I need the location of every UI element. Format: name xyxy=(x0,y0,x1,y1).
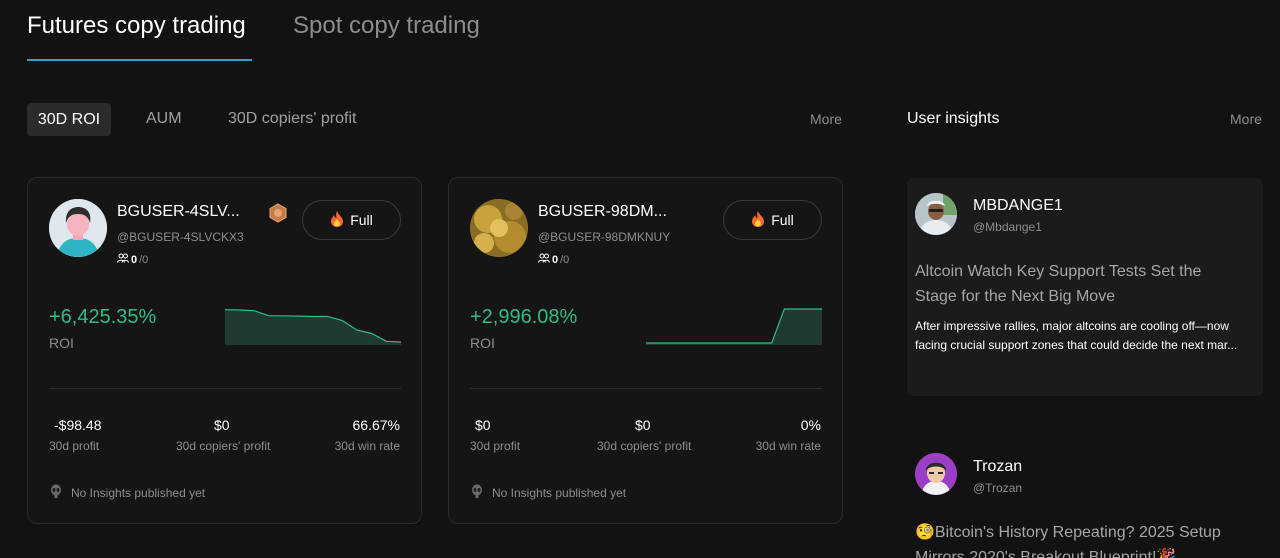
post-user-name[interactable]: MBDANGE1 xyxy=(973,197,1063,214)
no-insights-note: No Insights published yet xyxy=(470,484,626,501)
trader-handle: @BGUSER-4SLVCKX3 xyxy=(117,230,244,244)
stat-copiers-profit-value: $0 xyxy=(214,417,230,433)
post-title[interactable]: Altcoin Watch Key Support Tests Set the … xyxy=(915,263,1202,305)
roi-value: +6,425.35% xyxy=(49,306,157,328)
user-insights-title: User insights xyxy=(907,110,1000,127)
users-icon xyxy=(538,253,550,266)
stat-win-rate-label: 30d win rate xyxy=(334,439,400,453)
stat-copiers-profit-label: 30d copiers' profit xyxy=(176,439,271,453)
post-user-avatar[interactable] xyxy=(915,193,957,235)
tab-spot-copy-trading[interactable]: Spot copy trading xyxy=(293,12,480,39)
trader-avatar[interactable] xyxy=(470,199,528,257)
sparkline-line xyxy=(646,308,822,344)
roi-sparkline xyxy=(225,309,401,345)
stat-30d-profit-value: -$98.48 xyxy=(54,417,102,433)
stat-30d-profit-value: $0 xyxy=(475,417,491,433)
insights-more-link[interactable]: More xyxy=(1230,111,1262,127)
trader-handle: @BGUSER-98DMKNUY xyxy=(538,230,671,244)
trader-card[interactable]: BGUSER-4SLV... @BGUSER-4SLVCKX3 0/0 Full… xyxy=(27,177,422,524)
post-title[interactable]: 🧐Bitcoin's History Repeating? 2025 Setup… xyxy=(915,524,1221,558)
stat-win-rate-label: 30d win rate xyxy=(755,439,821,453)
alien-icon xyxy=(470,484,484,501)
stat-copiers-profit-value: $0 xyxy=(635,417,651,433)
trader-card[interactable]: BGUSER-98DM... @BGUSER-98DMKNUY 0/0 Full… xyxy=(448,177,843,524)
stat-win-rate-value: 0% xyxy=(800,417,821,433)
sparkline-area xyxy=(646,309,822,345)
stat-30d-profit-label: 30d profit xyxy=(49,439,100,453)
bronze-medal-icon xyxy=(268,203,288,228)
full-button[interactable]: Full xyxy=(723,200,822,240)
card-divider xyxy=(49,388,401,389)
full-button[interactable]: Full xyxy=(302,200,401,240)
full-button-label: Full xyxy=(771,212,794,228)
users-icon xyxy=(117,253,129,266)
subtab-aum[interactable]: AUM xyxy=(146,110,182,127)
subtab-30d-roi[interactable]: 30D ROI xyxy=(27,103,111,136)
tab-futures-copy-trading[interactable]: Futures copy trading xyxy=(27,12,246,39)
post-body: After impressive rallies, major altcoins… xyxy=(915,317,1255,355)
roi-value: +2,996.08% xyxy=(470,306,578,328)
subtab-30d-copiers-profit[interactable]: 30D copiers' profit xyxy=(228,110,357,127)
copiers-current: 0 xyxy=(552,253,559,266)
sparkline-area xyxy=(225,309,401,345)
roi-label: ROI xyxy=(49,335,74,351)
no-insights-text: No Insights published yet xyxy=(492,485,627,500)
trader-avatar[interactable] xyxy=(49,199,107,257)
no-insights-text: No Insights published yet xyxy=(71,485,206,500)
roi-sparkline xyxy=(646,308,822,345)
card-divider xyxy=(470,388,822,389)
sparkline-line xyxy=(225,309,401,343)
stat-30d-profit-label: 30d profit xyxy=(470,439,521,453)
post-user-name[interactable]: Trozan xyxy=(973,458,1023,475)
trader-name[interactable]: BGUSER-4SLV... xyxy=(117,203,240,220)
fire-icon xyxy=(751,210,765,230)
post-user-handle: @Mbdange1 xyxy=(973,220,1042,234)
stat-copiers-profit-label: 30d copiers' profit xyxy=(597,439,692,453)
copiers-current: 0 xyxy=(131,253,138,266)
trader-name[interactable]: BGUSER-98DM... xyxy=(538,203,667,220)
copiers-count: 0/0 xyxy=(117,253,148,266)
stat-win-rate-value: 66.67% xyxy=(352,417,400,433)
post-user-avatar[interactable] xyxy=(915,453,957,495)
post-user-handle: @Trozan xyxy=(973,481,1023,495)
roi-label: ROI xyxy=(470,335,495,351)
full-button-label: Full xyxy=(350,212,373,228)
no-insights-note: No Insights published yet xyxy=(49,484,205,501)
alien-icon xyxy=(49,484,63,501)
post-body-text: After impressive rallies, major altcoins… xyxy=(915,319,1238,352)
fire-icon xyxy=(330,210,344,230)
copiers-max: /0 xyxy=(560,253,570,266)
insight-post-card[interactable]: MBDANGE1 @Mbdange1 Altcoin Watch Key Sup… xyxy=(907,178,1263,396)
traders-more-link[interactable]: More xyxy=(810,111,842,127)
copiers-count: 0/0 xyxy=(538,253,569,266)
active-tab-indicator xyxy=(27,59,252,61)
copiers-max: /0 xyxy=(139,253,149,266)
